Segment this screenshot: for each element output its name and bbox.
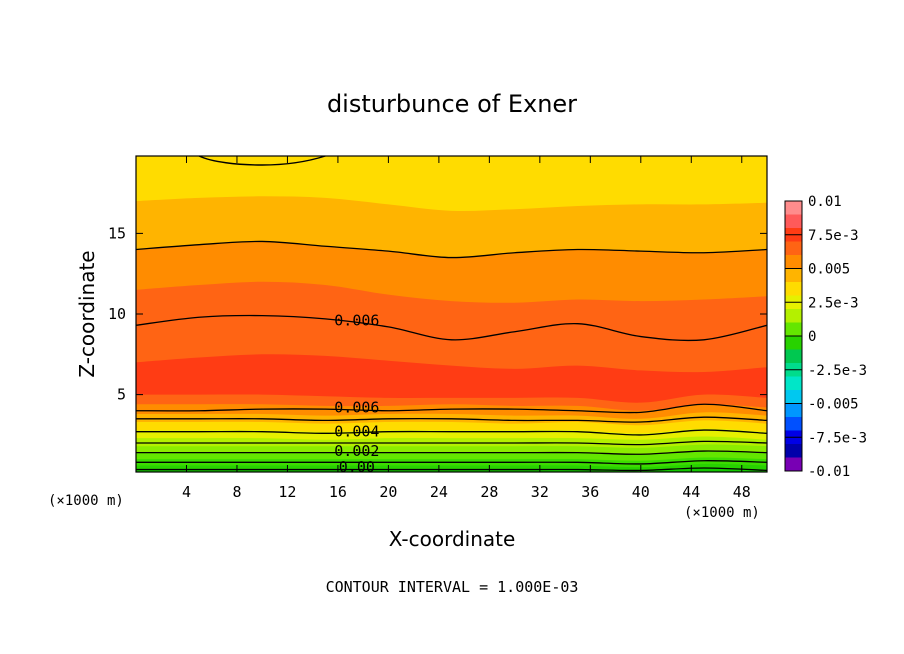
colorbar-swatch — [785, 457, 802, 472]
x-tick-label: 40 — [632, 483, 650, 501]
x-tick-label: 12 — [278, 483, 296, 501]
x-tick-label: 36 — [581, 483, 599, 501]
contour-line — [136, 314, 767, 342]
chart-title: disturbunce of Exner — [327, 90, 577, 118]
y-tick-label: 15 — [108, 224, 126, 242]
colorbar-swatch — [785, 403, 802, 418]
contour-label: 0.002 — [334, 442, 379, 460]
contour-label: 0.006 — [334, 399, 379, 417]
colorbar-swatch — [785, 336, 802, 350]
colorbar-swatch — [785, 444, 802, 458]
contour-line — [136, 450, 767, 455]
y-tick-label: 10 — [108, 305, 126, 323]
colorbar-label: 2.5e-3 — [808, 295, 859, 311]
colorbar-swatch — [785, 417, 802, 431]
x-tick-label: 24 — [430, 483, 448, 501]
x-tick-label: 28 — [480, 483, 498, 501]
contour-label: 0.006 — [334, 311, 379, 329]
colorbar-label: 0.01 — [808, 194, 842, 210]
colorbar-label: -7.5e-3 — [808, 430, 867, 446]
colorbar-label: 7.5e-3 — [808, 228, 859, 244]
contour-lines — [136, 155, 767, 472]
contour-line — [136, 429, 767, 436]
colorbar-label: -0.005 — [808, 397, 859, 413]
colorbar-label: 0 — [808, 329, 816, 345]
colorbar-swatch — [785, 201, 802, 215]
contour-line — [136, 403, 767, 414]
x-axis-label: X-coordinate — [389, 527, 516, 551]
colorbar-swatch — [785, 241, 802, 256]
plot-area — [136, 156, 767, 472]
contour-line — [198, 155, 326, 166]
colorbar-swatch — [785, 214, 802, 229]
colorbar-label: 0.005 — [808, 262, 850, 278]
y-tick-label: 5 — [117, 386, 126, 404]
x-tick-label: 48 — [733, 483, 751, 501]
x-tick-label: 8 — [232, 483, 241, 501]
contour-line — [136, 240, 767, 259]
colorbar-swatch — [785, 282, 802, 296]
contour-label: 0.004 — [334, 423, 379, 441]
y-axis-unit: (×1000 m) — [48, 493, 124, 509]
x-axis-ticks: 4 8 12 16 20 24 28 32 36 40 44 48 — [182, 156, 751, 501]
colorbar-swatch — [785, 268, 802, 283]
x-tick-label: 20 — [379, 483, 397, 501]
colorbar-swatch — [785, 309, 802, 323]
contour-line — [136, 440, 767, 446]
colorbar: 0.01 7.5e-3 0.005 2.5e-3 0 -2.5e-3 -0.005 -7.5e… — [784, 194, 867, 480]
colorbar-swatch — [785, 255, 802, 269]
colorbar-swatch — [785, 376, 802, 391]
contour-interval-note: CONTOUR INTERVAL = 1.000E-03 — [326, 578, 579, 596]
colorbar-swatch — [785, 322, 802, 337]
x-tick-label: 16 — [329, 483, 347, 501]
x-tick-label: 32 — [531, 483, 549, 501]
x-tick-label: 44 — [682, 483, 700, 501]
colorbar-swatch — [785, 349, 802, 364]
contour-line — [136, 416, 767, 423]
y-axis-ticks: 5 10 15 — [108, 224, 767, 404]
contour-label: 0.00 — [339, 458, 375, 476]
x-tick-label: 4 — [182, 483, 191, 501]
contour-line — [136, 460, 767, 465]
colorbar-swatch — [785, 390, 802, 404]
contour-line — [136, 467, 767, 472]
colorbar-label: -0.01 — [808, 464, 850, 480]
y-axis-label: Z-coordinate — [75, 250, 99, 377]
x-axis-unit: (×1000 m) — [684, 505, 760, 521]
colorbar-label: -2.5e-3 — [808, 363, 867, 379]
